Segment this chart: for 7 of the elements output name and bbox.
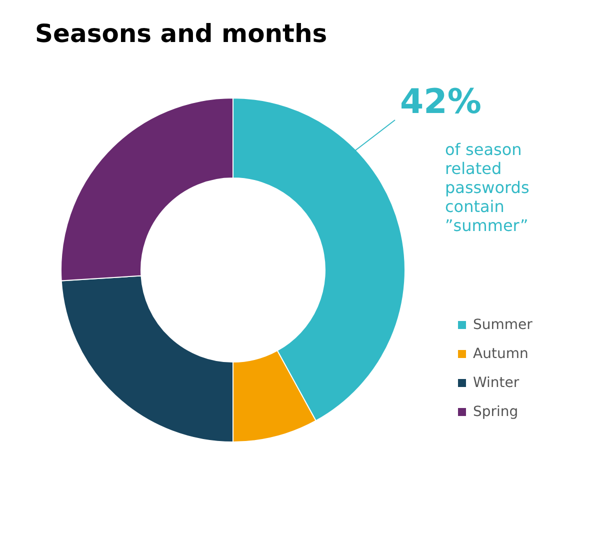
- legend-label: Winter: [473, 375, 520, 391]
- legend-label: Summer: [473, 317, 533, 333]
- chart-title: Seasons and months: [35, 19, 328, 48]
- text: of season related passwords contain ”summer”: [445, 140, 530, 235]
- text: 42%: [400, 82, 482, 122]
- legend-label: Spring: [473, 404, 518, 420]
- legend-label: Autumn: [473, 346, 528, 362]
